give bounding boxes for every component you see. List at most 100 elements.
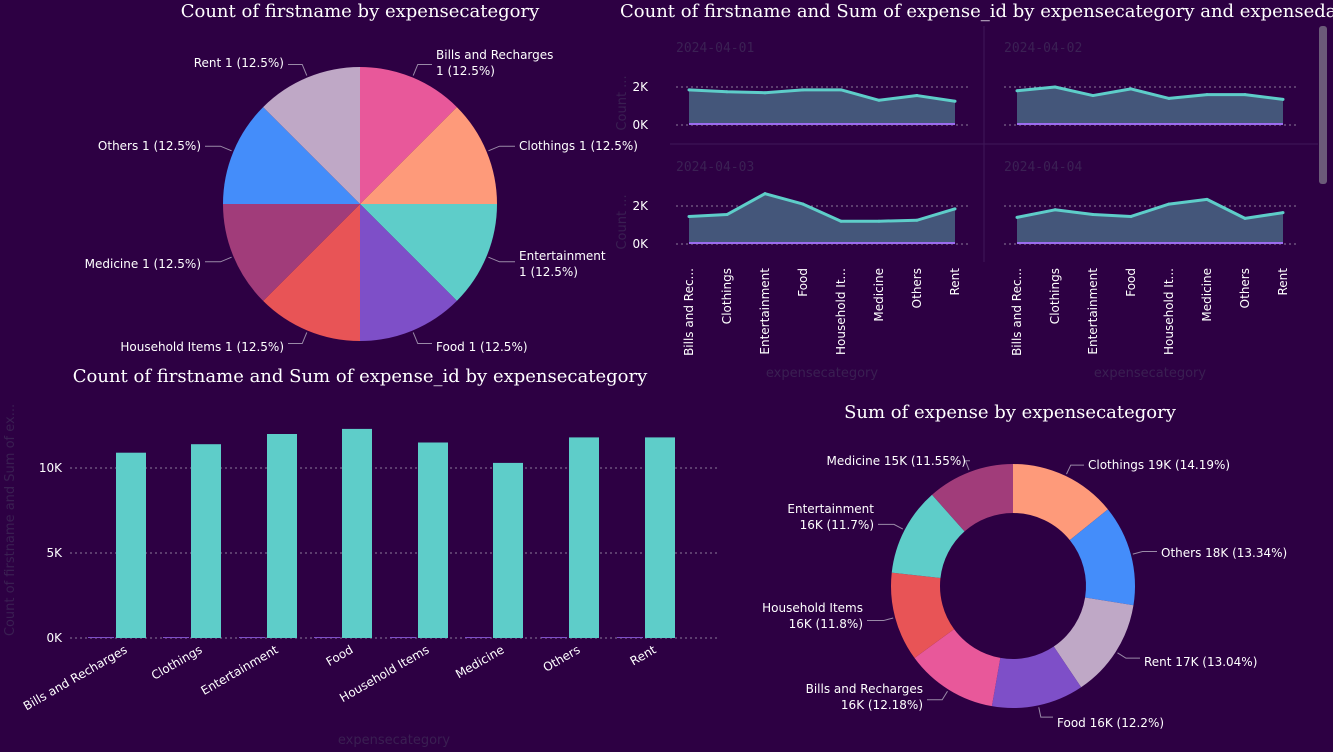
- donut-leader-line: [927, 691, 948, 701]
- pie-slice-household-items[interactable]: [263, 204, 360, 341]
- bar-sum-entertainment[interactable]: [267, 434, 297, 638]
- sm-point-bills-and-recharges: [687, 214, 691, 218]
- pie-slice-rent[interactable]: [263, 67, 360, 204]
- donut-leader-line: [964, 460, 970, 471]
- sm-area: [689, 89, 955, 125]
- sm-x-tick-food: Food: [1124, 268, 1138, 297]
- sm-x-tick-bills-and-recharges: Bills and Rec...: [1010, 268, 1024, 356]
- donut-slice-household-items[interactable]: [891, 572, 955, 659]
- donut-leader-line: [1132, 551, 1157, 555]
- donut-slice-entertainment[interactable]: [891, 494, 965, 578]
- bar-sum-food[interactable]: [342, 428, 372, 638]
- donut-leader-line: [867, 617, 894, 622]
- sm-point-entertainment: [763, 91, 767, 95]
- pie-label-rent: Rent 1 (12.5%): [194, 56, 284, 70]
- donut-label-food: Food 16K (12.2%): [1057, 716, 1164, 730]
- bar-count-household-items[interactable]: [390, 637, 416, 638]
- sm-x-tick-others: Others: [910, 268, 924, 308]
- donut-label-medicine: Medicine 15K (11.55%): [827, 454, 967, 468]
- bar-y-tick: 0K: [46, 631, 63, 645]
- donut-leader-line: [1038, 707, 1053, 718]
- sm-point-household-items: [1167, 96, 1171, 100]
- bar-count-medicine[interactable]: [465, 637, 491, 638]
- pie-slice-clothings[interactable]: [360, 107, 497, 204]
- bar-count-entertainment[interactable]: [239, 637, 265, 638]
- sm-x-tick-rent: Rent: [1276, 268, 1290, 296]
- pie-slice-entertainment[interactable]: [360, 204, 497, 301]
- sm-point-bills-and-recharges: [1015, 89, 1019, 93]
- sm-x-tick-household-items: Household It...: [1162, 268, 1176, 355]
- sm-y-tick-2k: 2K: [632, 80, 649, 94]
- sm-area: [689, 193, 955, 244]
- donut-label-bills-and-recharges: Bills and Recharges 16K (12.18%): [806, 682, 923, 712]
- pie-label-medicine: Medicine 1 (12.5%): [85, 257, 201, 271]
- donut-slice-food[interactable]: [991, 646, 1082, 708]
- pie-leader-line: [288, 332, 308, 345]
- sm-x-tick-entertainment: Entertainment: [1086, 268, 1100, 355]
- pie-label-food: Food 1 (12.5%): [436, 340, 528, 354]
- pie-slice-food[interactable]: [360, 204, 457, 341]
- bar-count-others[interactable]: [541, 637, 567, 638]
- pie-slice-others[interactable]: [223, 107, 360, 204]
- sm-point-rent: [1281, 97, 1285, 101]
- sm-series-line[interactable]: [688, 88, 956, 103]
- sm-x-tick-others: Others: [1238, 268, 1252, 308]
- pie-slice-bills-and-recharges[interactable]: [360, 67, 457, 204]
- sm-point-food: [1129, 87, 1133, 91]
- donut-label-clothings: Clothings 19K (14.19%): [1088, 458, 1230, 472]
- sm-y-axis-label: Count ...: [615, 75, 630, 130]
- sm-point-clothings: [725, 90, 729, 94]
- bar-sum-rent[interactable]: [645, 437, 675, 638]
- bar-sum-clothings[interactable]: [191, 444, 221, 638]
- sm-x-tick-clothings: Clothings: [1048, 268, 1062, 324]
- sm-x-tick-bills-and-recharges: Bills and Rec...: [682, 268, 696, 356]
- sm-area: [1017, 199, 1283, 244]
- sm-point-medicine: [1205, 93, 1209, 97]
- sm-x-tick-rent: Rent: [948, 268, 962, 296]
- donut-slice-medicine[interactable]: [932, 464, 1013, 532]
- bar-chart-title: Count of firstname and Sum of expense_id…: [72, 366, 648, 387]
- donut-label-entertainment: Entertainment 16K (11.7%): [787, 502, 874, 532]
- sm-point-rent: [953, 99, 957, 103]
- sm-series-line[interactable]: [1016, 85, 1284, 101]
- pie-leader-line: [288, 63, 308, 76]
- bar-sum-others[interactable]: [569, 437, 599, 638]
- sm-panel-2024-04-01: 2024-04-01: [676, 41, 970, 126]
- sm-point-entertainment: [1091, 213, 1095, 217]
- pie-label-entertainment: Entertainment 1 (12.5%): [519, 249, 606, 279]
- sm-point-medicine: [1205, 197, 1209, 201]
- scrollbar-thumb[interactable]: [1319, 26, 1327, 184]
- sm-y-axis-label: Count ...: [615, 194, 630, 249]
- bar-count-clothings[interactable]: [163, 637, 189, 638]
- sm-point-bills-and-recharges: [687, 88, 691, 92]
- sm-point-entertainment: [1091, 94, 1095, 98]
- sm-point-food: [1129, 214, 1133, 218]
- donut-slice-bills-and-recharges[interactable]: [914, 629, 1001, 707]
- sm-x-tick-medicine: Medicine: [1200, 268, 1214, 322]
- sm-point-clothings: [725, 213, 729, 217]
- bar-count-bills-and-recharges[interactable]: [88, 637, 114, 638]
- bar-count-rent[interactable]: [617, 637, 643, 638]
- sm-panel-2024-04-03: 2024-04-03: [676, 160, 970, 245]
- donut-slice-rent[interactable]: [1053, 597, 1134, 688]
- bar-x-axis-label: expensecategory: [338, 733, 450, 748]
- donut-leader-line: [1117, 652, 1140, 659]
- pie-leader-line: [205, 145, 232, 152]
- bar-sum-bills-and-recharges[interactable]: [116, 452, 146, 638]
- donut-slice-clothings[interactable]: [1013, 464, 1108, 541]
- bar-count-food[interactable]: [314, 637, 340, 638]
- sm-series-line[interactable]: [1016, 197, 1284, 220]
- pie-leader-line: [488, 256, 515, 263]
- sm-x-tick-entertainment: Entertainment: [758, 268, 772, 355]
- sm-y-tick-0k: 0K: [632, 237, 649, 251]
- pie-leader-line: [412, 63, 432, 76]
- donut-slice-others[interactable]: [1069, 509, 1135, 606]
- bar-sum-medicine[interactable]: [493, 462, 523, 638]
- sm-y-tick-0k: 0K: [632, 118, 649, 132]
- sm-series-line[interactable]: [688, 192, 956, 223]
- sm-point-others: [915, 94, 919, 98]
- pie-slice-medicine[interactable]: [222, 204, 360, 301]
- bar-sum-household-items[interactable]: [418, 442, 448, 639]
- sm-panel-date: 2024-04-04: [1004, 160, 1082, 175]
